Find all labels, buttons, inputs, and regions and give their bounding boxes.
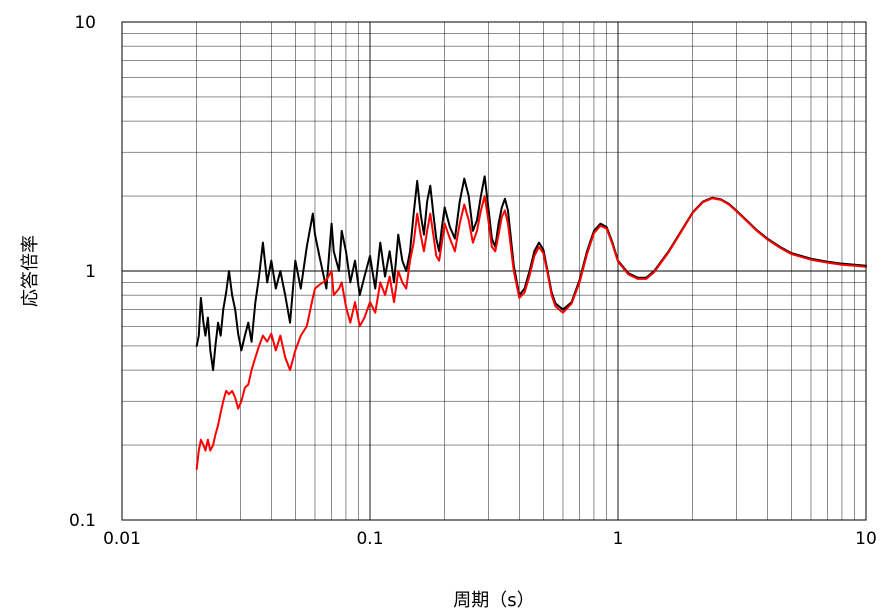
x-tick-label: 1: [613, 529, 624, 549]
plot-frame: [121, 21, 867, 521]
grid-lines: [122, 22, 866, 520]
x-axis-title: 周期（s）: [453, 590, 534, 611]
y-tick-label: 1: [85, 262, 96, 282]
x-tick-label: 0.01: [103, 529, 141, 549]
series-line-2: [195, 195, 867, 471]
series-line-1: [195, 175, 867, 372]
y-axis-title: 応答倍率: [20, 235, 41, 307]
x-tick-label: 0.1: [356, 529, 383, 549]
x-tick-label: 10: [855, 529, 877, 549]
y-tick-label: 10: [74, 13, 96, 33]
y-tick-label: 0.1: [69, 511, 96, 531]
series-layer: [195, 175, 867, 471]
tick-labels: 0.01 0.1 1 10 0.1 1 10: [69, 13, 877, 549]
